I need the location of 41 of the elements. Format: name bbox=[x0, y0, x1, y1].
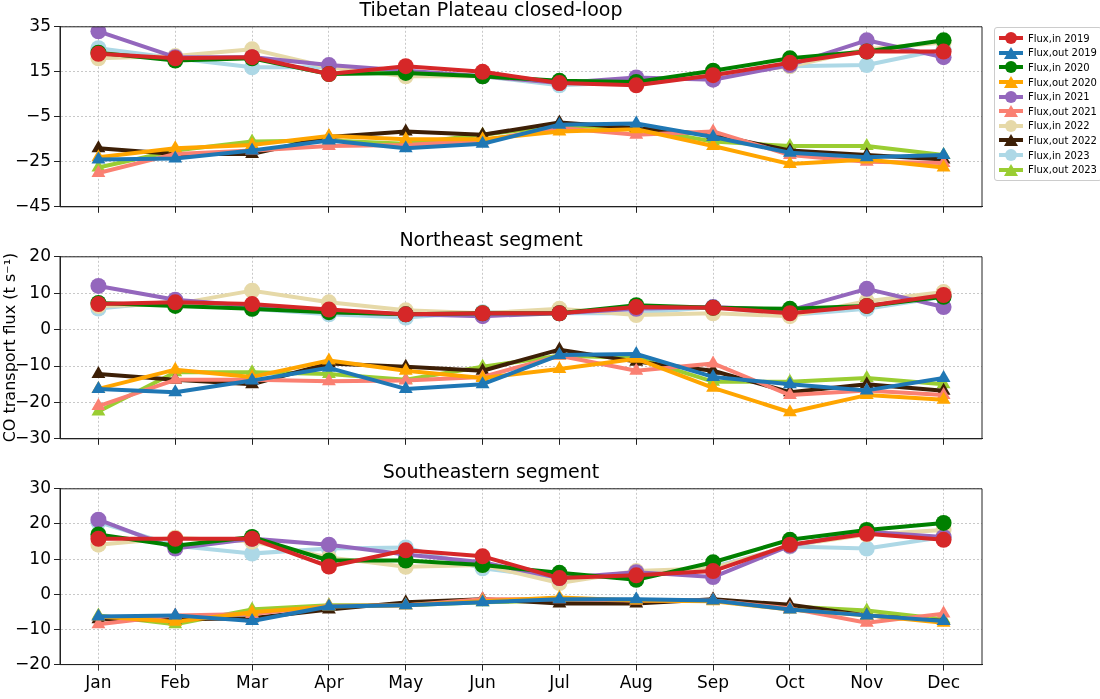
x-tick-label: May bbox=[388, 672, 424, 693]
legend-label: Flux,in 2023 bbox=[1028, 149, 1090, 161]
y-tick-label: −30 bbox=[15, 427, 51, 448]
x-tick-label: Jun bbox=[468, 672, 496, 693]
legend-label: Flux,out 2021 bbox=[1028, 105, 1097, 117]
legend-label: Flux,out 2023 bbox=[1028, 164, 1097, 176]
chart-title: Northeast segment bbox=[399, 228, 583, 251]
y-tick-label: 30 bbox=[29, 477, 51, 498]
y-tick-label: −25 bbox=[15, 150, 51, 171]
y-tick-label: 20 bbox=[29, 512, 51, 533]
legend-label: Flux,in 2021 bbox=[1028, 91, 1090, 103]
legend-label: Flux,out 2019 bbox=[1028, 47, 1097, 59]
x-tick-label: Apr bbox=[314, 672, 344, 693]
x-tick-label: Jul bbox=[548, 672, 570, 693]
x-tick-label: Dec bbox=[927, 672, 961, 693]
y-tick-label: 0 bbox=[40, 582, 51, 603]
x-tick-label: Sep bbox=[697, 672, 730, 693]
y-tick-label: −5 bbox=[25, 105, 51, 126]
legend-label: Flux,out 2020 bbox=[1028, 76, 1097, 88]
legend-label: Flux,out 2022 bbox=[1028, 134, 1097, 146]
y-tick-label: 10 bbox=[29, 547, 51, 568]
y-tick-label: −20 bbox=[15, 653, 51, 674]
y-tick-label: 20 bbox=[29, 245, 51, 266]
x-tick-label: Feb bbox=[160, 672, 191, 693]
legend-label: Flux,in 2019 bbox=[1028, 32, 1090, 44]
chart-title: Southeastern segment bbox=[382, 460, 600, 483]
x-tick-label: Nov bbox=[850, 672, 884, 693]
y-tick-label: −20 bbox=[15, 390, 51, 411]
y-tick-label: −10 bbox=[15, 617, 51, 638]
y-tick-label: 35 bbox=[29, 15, 51, 36]
y-tick-label: 15 bbox=[29, 60, 51, 81]
chart-title: Tibetan Plateau closed-loop bbox=[358, 0, 623, 21]
x-tick-label: Oct bbox=[775, 672, 805, 693]
legend-label: Flux,in 2022 bbox=[1028, 120, 1090, 132]
x-tick-label: Aug bbox=[619, 672, 653, 693]
y-tick-label: −45 bbox=[15, 195, 51, 216]
legend-label: Flux,in 2020 bbox=[1028, 61, 1090, 73]
y-tick-label: 0 bbox=[40, 318, 51, 339]
x-tick-label: Jan bbox=[84, 672, 112, 693]
y-tick-label: 10 bbox=[29, 281, 51, 302]
x-tick-label: Mar bbox=[236, 672, 269, 693]
